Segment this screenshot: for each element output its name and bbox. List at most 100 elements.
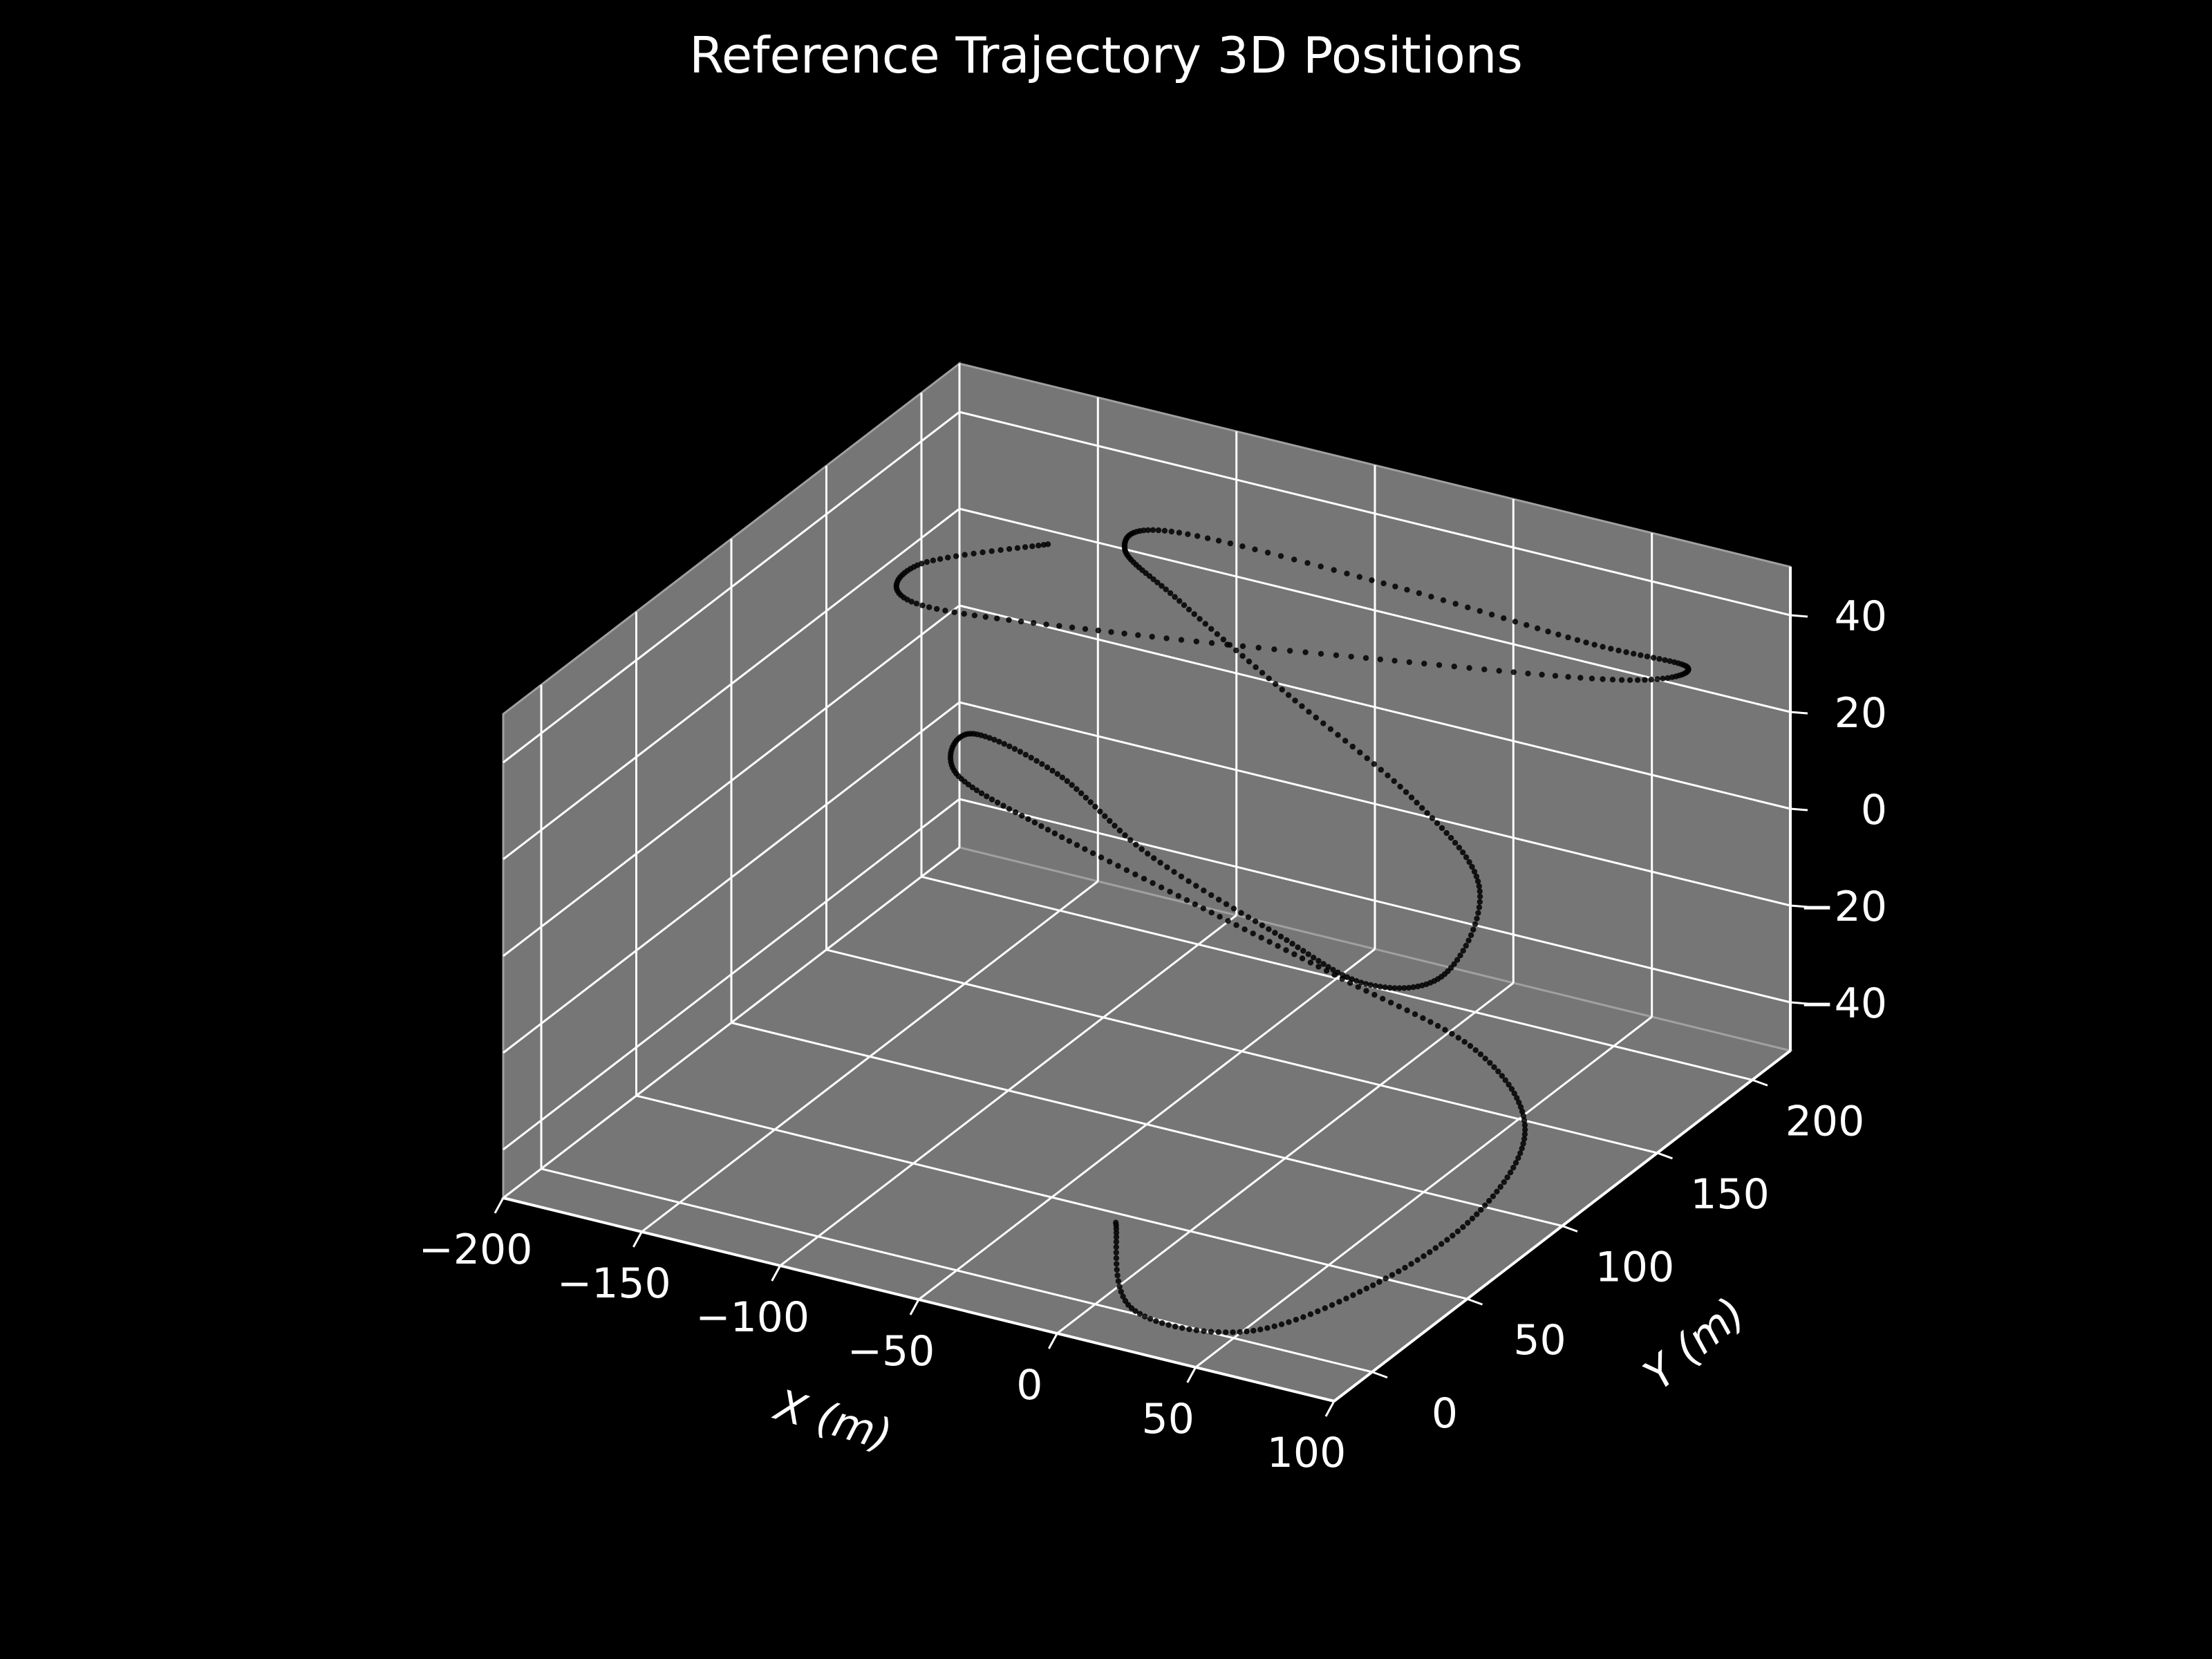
trajectory-point: [1202, 621, 1209, 627]
trajectory-point: [991, 736, 997, 743]
trajectory-point: [1145, 527, 1152, 534]
trajectory-point: [1477, 893, 1483, 900]
trajectory-point: [1031, 620, 1037, 626]
trajectory-point: [1371, 991, 1378, 998]
trajectory-point: [1349, 743, 1356, 750]
trajectory-point: [1496, 668, 1502, 674]
trajectory-point: [1524, 622, 1530, 628]
trajectory-point: [1362, 655, 1369, 662]
grid-line-z-back: [959, 411, 1791, 617]
trajectory-point: [1172, 1323, 1179, 1330]
trajectory-point: [1642, 677, 1648, 683]
trajectory-point: [1520, 1113, 1527, 1119]
trajectory-point: [969, 784, 976, 791]
trajectory-point: [1474, 1211, 1480, 1217]
trajectory-point: [1225, 918, 1231, 924]
trajectory-point: [982, 733, 988, 740]
trajectory-point: [1078, 790, 1085, 796]
x-tick-mark: [632, 1231, 643, 1248]
trajectory-point: [1660, 675, 1666, 682]
trajectory-point: [1181, 602, 1188, 608]
trajectory-point: [1123, 867, 1130, 874]
trajectory-point: [1461, 1039, 1468, 1045]
trajectory-point: [1369, 577, 1375, 583]
trajectory-point: [1279, 686, 1285, 693]
x-tick-label: 0: [1016, 1361, 1042, 1409]
trajectory-point: [1074, 786, 1080, 792]
trajectory-point: [1082, 846, 1088, 852]
x-tick-label: −100: [695, 1293, 809, 1342]
trajectory-point: [994, 615, 1000, 621]
trajectory-point: [1246, 658, 1253, 665]
y-tick-mark: [1562, 1225, 1578, 1232]
y-tick-mark: [1656, 1152, 1674, 1160]
grid-line-y-floor: [826, 948, 1658, 1154]
z-tick-label: 0: [1861, 786, 1887, 834]
trajectory-point: [1429, 815, 1436, 821]
trajectory-point: [1025, 816, 1031, 823]
trajectory-point: [1149, 633, 1155, 640]
trajectory-point: [1555, 631, 1562, 638]
trajectory-point: [1376, 1279, 1382, 1285]
x-tick-label: −150: [557, 1259, 671, 1308]
trajectory-point: [1278, 1321, 1285, 1328]
trajectory-point: [926, 604, 932, 610]
trajectory-point: [919, 561, 925, 567]
trajectory-point: [1157, 859, 1163, 866]
x-tick-label: −50: [847, 1327, 935, 1376]
trajectory-point: [1466, 859, 1472, 865]
trajectory-point: [996, 738, 1002, 745]
trajectory-point: [1167, 888, 1173, 895]
trajectory-point: [1183, 897, 1190, 903]
trajectory-point: [1357, 749, 1363, 756]
trajectory-point: [934, 606, 940, 612]
trajectory-point: [1477, 888, 1483, 894]
trajectory-point: [1241, 926, 1248, 932]
trajectory-point: [1408, 1261, 1414, 1267]
trajectory-point: [1669, 674, 1676, 680]
trajectory-point: [1424, 810, 1430, 816]
trajectory-point: [1447, 834, 1454, 841]
trajectory-point: [1313, 714, 1320, 721]
trajectory-point: [1574, 637, 1581, 644]
trajectory-point: [1405, 984, 1412, 991]
trajectory-point: [1087, 799, 1094, 805]
trajectory-point: [1510, 1165, 1517, 1171]
trajectory-point: [1295, 944, 1301, 950]
trajectory-point: [1545, 628, 1551, 635]
trajectory-point: [1200, 906, 1207, 912]
trajectory-point: [1436, 662, 1443, 668]
trajectory-point: [1272, 930, 1278, 936]
trajectory-point: [1414, 1257, 1421, 1264]
trajectory-point: [1406, 659, 1413, 666]
trajectory-point: [1470, 926, 1477, 933]
trajectory-point: [1191, 611, 1197, 617]
trajectory-point: [1217, 914, 1223, 920]
grid-line-z-back: [959, 604, 1791, 810]
trajectory-point: [1153, 1318, 1159, 1324]
trajectory-point: [1163, 635, 1170, 641]
trajectory-point: [1108, 629, 1114, 635]
trajectory-point: [1665, 675, 1671, 681]
trajectory-point: [1565, 634, 1571, 641]
trajectory-point: [1239, 643, 1246, 649]
z-tick-label: 40: [1835, 592, 1887, 641]
trajectory-point: [1193, 883, 1199, 889]
trajectory-point: [1185, 606, 1192, 612]
trajectory-point: [913, 601, 920, 607]
trajectory-point: [1357, 1288, 1363, 1295]
trajectory-point: [1466, 665, 1472, 671]
trajectory-point: [1482, 1056, 1488, 1062]
trajectory-point: [1465, 604, 1471, 610]
trajectory-point: [1122, 832, 1128, 838]
x-tick-label: 100: [1267, 1429, 1347, 1477]
trajectory-point: [1521, 1136, 1528, 1142]
trajectory-point: [1201, 1328, 1207, 1334]
trajectory-point: [1064, 778, 1071, 785]
trajectory-point: [1358, 980, 1365, 986]
trajectory-point: [1230, 906, 1237, 912]
trajectory-point: [1012, 809, 1019, 816]
trajectory-point: [1161, 527, 1168, 534]
trajectory-point: [1577, 675, 1584, 681]
y-tick-mark: [1466, 1297, 1483, 1306]
